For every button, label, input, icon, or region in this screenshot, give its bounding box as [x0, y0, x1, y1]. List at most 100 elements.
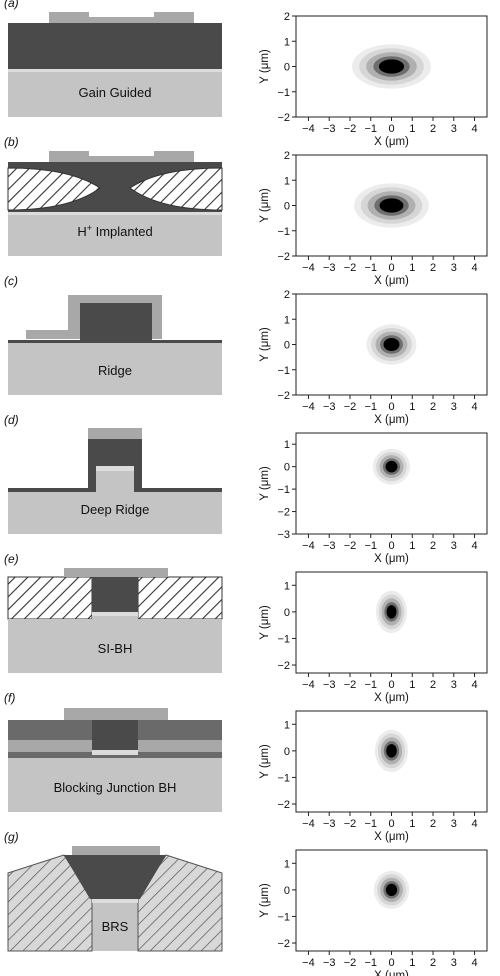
y-tick-label: 0: [284, 201, 290, 213]
x-tick-label: −1: [364, 818, 377, 830]
x-tick-label: −3: [323, 679, 336, 691]
panel-b: (b) H+ Implanted −4 −3 −2 −1 0 1 2 3 4 2 1 0 −1 −2 X (μm…: [4, 135, 488, 287]
structure-label-rest: Implanted: [92, 224, 153, 239]
y-tick-label: −2: [277, 660, 290, 672]
substrate-layer: [8, 215, 222, 256]
x-tick-label: 0: [388, 401, 394, 413]
cross-section: [8, 708, 222, 812]
contact-pad-left: [49, 151, 89, 162]
mode-plot: −4 −3 −2 −1 0 1 2 3 4 1 0 −1 −2 X (μm) Y (μm): [259, 571, 488, 704]
implant-region-right: [129, 167, 223, 211]
y-tick-label: 0: [284, 62, 290, 74]
y-tick-label: 2: [284, 11, 290, 23]
panel-c: (c) Ridge −4 −3 −2 −1 0 1 2 3 4 2 1 0 −1 −2 X (μm) Y (μm): [4, 274, 488, 426]
deep-ridge-active: [96, 466, 134, 471]
x-tick-label: 1: [409, 540, 415, 552]
x-tick-label: −3: [323, 262, 336, 274]
substrate-layer: [8, 758, 222, 812]
active-layer-line: [8, 212, 222, 215]
x-tick-label: −4: [302, 401, 315, 413]
panel-letter: (d): [4, 413, 19, 427]
mode-contour-5: [385, 460, 398, 473]
cross-section: [7, 151, 223, 256]
x-tick-label: 4: [471, 957, 477, 969]
y-axis-label: Y (μm): [259, 605, 271, 640]
x-axis-label: X (μm): [374, 692, 409, 704]
structure-label: H+ Implanted: [77, 223, 152, 239]
x-tick-label: 3: [451, 679, 457, 691]
deep-ridge-core: [96, 439, 134, 466]
x-tick-label: −4: [302, 957, 315, 969]
x-tick-label: −1: [364, 957, 377, 969]
panel-a: (a) Gain Guided −4 −3 −2 −1 0 1 2 3 4 2 1 0 −1 −2 X (μm)…: [4, 0, 488, 148]
mode-contour-5: [383, 338, 400, 351]
x-tick-label: 2: [430, 262, 436, 274]
panel-letter: (b): [4, 135, 19, 149]
substrate-layer: [8, 619, 222, 673]
mode-plot: −4 −3 −2 −1 0 1 2 3 4 1 0 −1 −2 X (μm) Y (μm): [259, 710, 488, 843]
contact-pad: [72, 846, 160, 855]
structure-label-superscript: +: [87, 223, 92, 233]
panel-f: (f) Blocking Junction BH −4 −3 −2 −1 0 1 2 3 4 1 0 −1…: [4, 691, 488, 843]
x-tick-label: 2: [430, 540, 436, 552]
x-axis-label: X (μm): [374, 553, 409, 565]
structure-label: Blocking Junction BH: [54, 780, 177, 795]
si-block-right: [137, 576, 223, 620]
structure-label: SI-BH: [98, 641, 133, 656]
x-tick-label: −1: [364, 123, 377, 135]
y-tick-label: −2: [277, 390, 290, 402]
panel-d: (d) Deep Ridge −4 −3 −2 −1 0 1 2 3 4 1 0 −1 −2 −3 X (μm)…: [4, 413, 488, 565]
y-tick-label: −2: [277, 938, 290, 950]
y-axis-label: Y (μm): [259, 744, 271, 779]
mode-contour-5: [378, 59, 405, 74]
y-axis-label: Y (μm): [259, 883, 271, 918]
x-tick-label: 0: [388, 818, 394, 830]
x-tick-label: 4: [471, 679, 477, 691]
contact-pad-left: [49, 12, 89, 23]
y-tick-label: 1: [284, 36, 290, 48]
x-tick-label: −4: [302, 818, 315, 830]
mode-plot: −4 −3 −2 −1 0 1 2 3 4 2 1 0 −1 −2 X (μm) Y (μm): [259, 150, 488, 287]
mesa-active: [92, 612, 138, 616]
brs-mesa: [64, 855, 166, 899]
panel-letter: (e): [4, 552, 19, 566]
y-tick-label: 1: [284, 314, 290, 326]
panel-letter: (g): [4, 830, 19, 844]
x-tick-label: 2: [430, 679, 436, 691]
contact-pad: [64, 708, 168, 720]
buried-mesa: [92, 577, 138, 615]
x-axis-label: X (μm): [374, 970, 409, 976]
y-tick-label: 2: [284, 289, 290, 301]
x-tick-label: 0: [388, 540, 394, 552]
active-layer: [8, 340, 222, 343]
mode-plot: −4 −3 −2 −1 0 1 2 3 4 2 1 0 −1 −2 X (μm) Y (μm): [259, 289, 488, 426]
structure-label: Gain Guided: [79, 85, 152, 100]
x-tick-label: 1: [409, 679, 415, 691]
mode-plot: −4 −3 −2 −1 0 1 2 3 4 1 0 −1 −2 −3 X (μm) Y (μm): [259, 432, 488, 565]
x-tick-label: −2: [344, 401, 357, 413]
mesa-base: [92, 616, 138, 619]
y-tick-label: 1: [284, 858, 290, 870]
x-tick-label: 2: [430, 957, 436, 969]
x-tick-label: −2: [344, 818, 357, 830]
y-axis-label: Y (μm): [259, 49, 271, 84]
contact-pad-right: [154, 151, 194, 162]
panel-letter: (a): [4, 0, 19, 10]
y-tick-label: −1: [277, 87, 290, 99]
panel-letter: (c): [4, 274, 18, 288]
x-tick-label: −3: [323, 123, 336, 135]
cross-section: [8, 428, 222, 534]
x-tick-label: 3: [451, 957, 457, 969]
x-tick-label: 2: [430, 401, 436, 413]
cross-section: [7, 568, 223, 673]
x-tick-label: 1: [409, 262, 415, 274]
y-tick-label: 0: [284, 885, 290, 897]
x-axis-label: X (μm): [374, 414, 409, 426]
panel-letter: (f): [4, 691, 15, 705]
y-tick-label: −2: [277, 251, 290, 263]
y-tick-label: −2: [277, 112, 290, 124]
x-tick-label: 3: [451, 401, 457, 413]
mode-contour-5: [386, 744, 397, 758]
y-tick-label: 0: [284, 746, 290, 758]
